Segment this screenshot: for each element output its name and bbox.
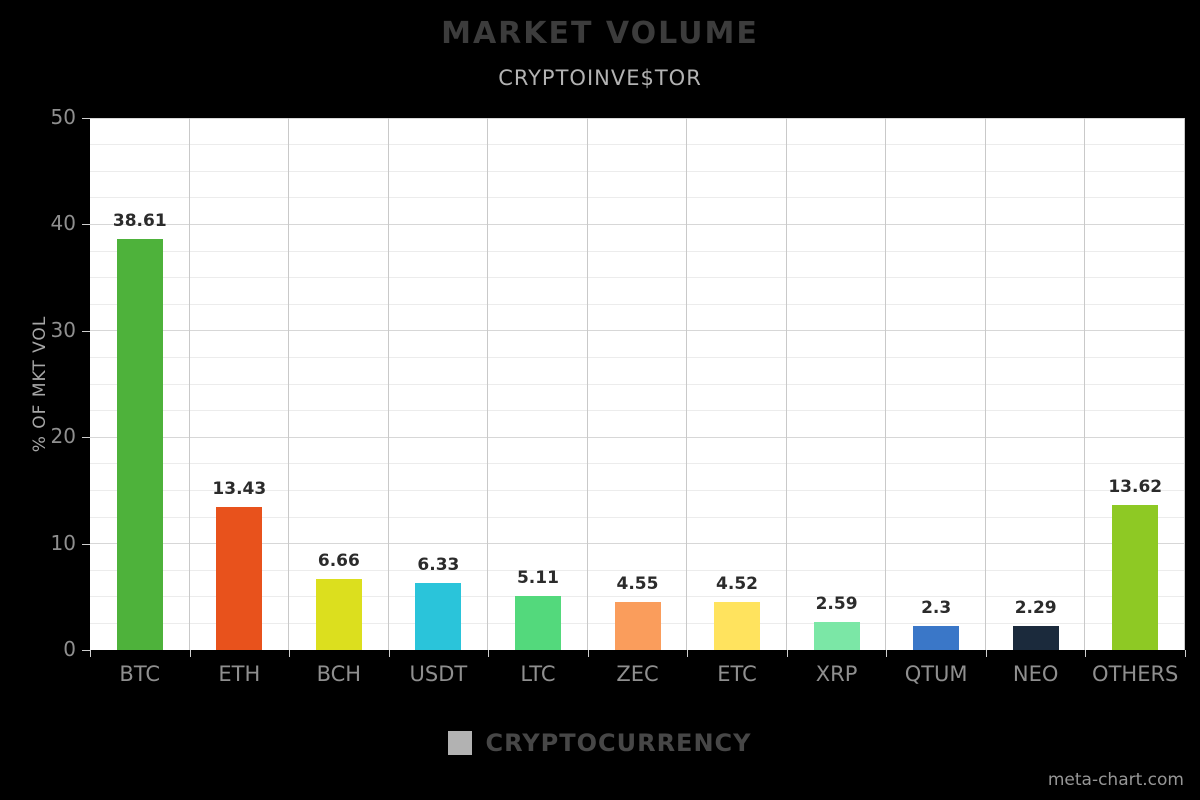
gridline-vertical <box>487 118 488 650</box>
y-axis-tick-mark <box>82 437 90 439</box>
x-axis-tick-mark <box>1185 650 1186 657</box>
gridline-horizontal <box>90 436 1185 438</box>
gridline-horizontal <box>90 410 1185 412</box>
bar-usdt <box>415 582 462 650</box>
x-axis-label-ltc: LTC <box>520 662 556 686</box>
gridline-horizontal <box>90 383 1185 385</box>
gridline-vertical <box>587 118 588 650</box>
y-axis-tick-label: 40 <box>50 211 76 236</box>
x-axis-tick-mark <box>986 650 987 657</box>
gridline-vertical <box>885 118 886 650</box>
gridline-horizontal <box>90 117 1185 119</box>
bar-eth <box>216 507 263 650</box>
y-axis-tick-label: 10 <box>50 530 76 555</box>
y-axis-tick-label: 0 <box>63 637 76 661</box>
y-axis-tick-mark <box>82 330 90 332</box>
legend-swatch <box>448 731 473 755</box>
x-axis-label-eth: ETH <box>218 662 261 686</box>
gridline-horizontal <box>90 516 1185 518</box>
bar-xrp <box>813 622 860 650</box>
chart-subtitle: CRYPTOINVE$TOR <box>498 66 702 90</box>
y-axis-title: % OF MKT VOL <box>30 315 50 453</box>
bar-value-label: 13.43 <box>212 479 267 500</box>
bar-value-label: 4.52 <box>716 573 759 594</box>
bar-value-label: 4.55 <box>616 573 659 594</box>
legend-label: CRYPTOCURRENCY <box>485 729 752 757</box>
y-axis-tick-mark <box>82 224 90 226</box>
bar-value-label: 5.11 <box>516 567 559 588</box>
y-axis-tick-label: 50 <box>50 105 76 129</box>
bar-value-label: 6.66 <box>317 551 360 572</box>
y-axis-tick-mark <box>82 650 90 651</box>
x-axis-label-zec: ZEC <box>616 662 659 686</box>
x-axis-tick-mark <box>488 650 489 657</box>
bar-neo <box>1012 625 1059 650</box>
bar-others <box>1112 505 1159 650</box>
gridline-vertical <box>388 118 389 650</box>
gridline-horizontal <box>90 463 1185 465</box>
gridline-horizontal <box>90 170 1185 172</box>
y-axis-tick-mark <box>82 543 90 545</box>
gridline-horizontal <box>90 330 1185 332</box>
legend: CRYPTOCURRENCY <box>0 729 1200 757</box>
x-axis-tick-mark <box>787 650 788 657</box>
gridline-horizontal <box>90 543 1185 545</box>
x-axis-label-xrp: XRP <box>815 662 858 686</box>
gridline-horizontal <box>90 569 1185 571</box>
x-axis-tick-mark <box>588 650 589 657</box>
bar-etc <box>714 601 761 650</box>
gridline-horizontal <box>90 250 1185 252</box>
gridline-horizontal <box>90 277 1185 279</box>
x-axis-tick-mark <box>389 650 390 657</box>
x-axis-label-btc: BTC <box>119 662 161 686</box>
gridline-vertical <box>786 118 787 650</box>
y-axis-tick-label: 30 <box>50 317 76 342</box>
bar-value-label: 2.59 <box>815 594 858 615</box>
plot-area: 38.61 13.43 6.66 6.33 5.11 4.55 4.52 2.59 2.3 2.2… <box>90 117 1185 650</box>
bar-value-label: 13.62 <box>1108 477 1163 498</box>
gridline-vertical <box>686 118 687 650</box>
gridline-vertical <box>1084 118 1085 650</box>
gridline-horizontal <box>90 197 1185 199</box>
bar-ltc <box>514 595 561 650</box>
x-axis-label-others: OTHERS <box>1092 662 1179 686</box>
gridline-horizontal <box>90 223 1185 225</box>
bar-qtum <box>913 625 960 650</box>
y-axis-tick-label: 20 <box>50 424 76 449</box>
x-axis-label-bch: BCH <box>316 662 362 686</box>
x-axis-tick-mark <box>289 650 290 657</box>
gridline-horizontal <box>90 489 1185 491</box>
x-axis-tick-mark <box>90 650 91 657</box>
bar-bch <box>315 579 362 650</box>
gridline-vertical <box>189 118 190 650</box>
gridline-horizontal <box>90 303 1185 305</box>
gridline-vertical <box>288 118 289 650</box>
gridline-horizontal <box>90 596 1185 598</box>
bar-value-label: 6.33 <box>417 554 460 575</box>
x-axis-tick-mark <box>886 650 887 657</box>
bar-value-label: 2.29 <box>1014 597 1057 618</box>
bar-value-label: 38.61 <box>112 211 167 232</box>
x-axis-label-neo: NEO <box>1012 662 1059 686</box>
watermark: meta-chart.com <box>1047 770 1184 790</box>
bar-zec <box>614 601 661 650</box>
bar-value-label: 2.3 <box>921 597 952 618</box>
x-axis-tick-mark <box>190 650 191 657</box>
gridline-vertical <box>1184 118 1185 650</box>
x-axis-tick-mark <box>687 650 688 657</box>
x-axis-label-qtum: QTUM <box>904 662 968 686</box>
gridline-horizontal <box>90 144 1185 146</box>
x-axis-tick-mark <box>1085 650 1086 657</box>
gridline-horizontal <box>90 356 1185 358</box>
x-axis-label-usdt: USDT <box>409 662 468 686</box>
bar-btc <box>116 239 163 650</box>
x-axis-label-etc: ETC <box>717 662 757 686</box>
chart-title: MARKET VOLUME <box>441 16 759 51</box>
gridline-vertical <box>985 118 986 650</box>
y-axis-tick-mark <box>82 118 90 119</box>
